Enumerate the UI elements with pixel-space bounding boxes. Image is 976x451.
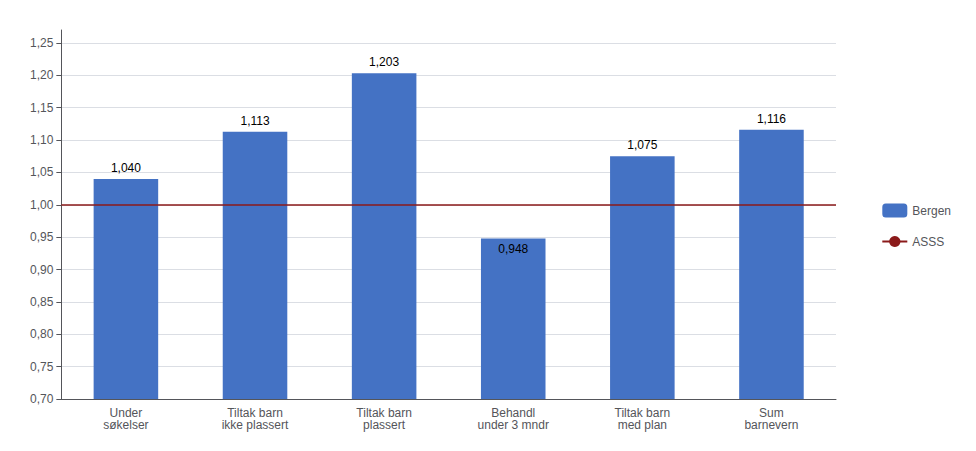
svg-text:0,95: 0,95 [30,230,54,244]
svg-text:Sum: Sum [759,406,784,420]
svg-text:1,113: 1,113 [240,114,269,128]
svg-text:1,25: 1,25 [30,36,54,50]
svg-text:plassert: plassert [363,418,406,432]
svg-text:1,00: 1,00 [30,198,54,212]
svg-text:barnevern: barnevern [744,418,798,432]
svg-text:Tiltak barn: Tiltak barn [356,406,412,420]
svg-text:1,10: 1,10 [30,133,54,147]
svg-text:0,90: 0,90 [30,263,54,277]
svg-text:0,80: 0,80 [30,327,54,341]
svg-text:1,15: 1,15 [30,101,54,115]
svg-text:1,116: 1,116 [757,112,786,126]
svg-text:med plan: med plan [618,418,667,432]
svg-text:Under: Under [109,406,143,420]
svg-text:Tiltak barn: Tiltak barn [614,406,671,420]
svg-text:Tiltak barn: Tiltak barn [227,406,283,420]
svg-text:1,20: 1,20 [30,68,54,82]
svg-text:Bergen: Bergen [912,204,951,218]
svg-text:1,040: 1,040 [111,161,141,175]
svg-text:under 3 mndr: under 3 mndr [478,418,549,432]
svg-text:1,05: 1,05 [30,165,54,179]
svg-text:søkelser: søkelser [103,418,148,432]
svg-text:0,75: 0,75 [30,360,54,374]
svg-text:0,85: 0,85 [30,295,54,309]
svg-text:ikke plassert: ikke plassert [222,418,289,432]
svg-text:1,203: 1,203 [369,55,399,69]
svg-text:ASSS: ASSS [912,235,944,249]
svg-text:0,70: 0,70 [30,392,54,406]
svg-text:1,075: 1,075 [627,138,657,152]
svg-text:Behandl: Behandl [491,406,536,420]
svg-text:0,948: 0,948 [498,242,528,256]
